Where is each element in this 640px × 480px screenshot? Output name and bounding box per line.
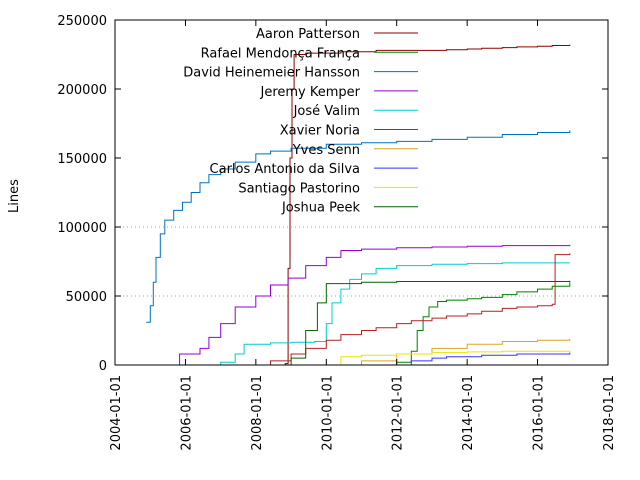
series-line-8: [376, 352, 571, 366]
x-tick-label: 2006-01-01: [179, 375, 194, 451]
plot-frame: [114, 19, 609, 366]
legend-label: David Heinemeier Hansson: [183, 66, 360, 81]
legend-label: Aaron Patterson: [256, 27, 360, 42]
y-tick-label: 0: [99, 359, 107, 374]
y-tick-label: 50000: [66, 290, 107, 305]
legend-label: Xavier Noria: [280, 124, 360, 139]
y-axis-title: Lines: [7, 179, 22, 213]
y-tick-label: 100000: [57, 221, 107, 236]
y-tick-label: 150000: [57, 152, 107, 167]
series-line-2: [376, 282, 571, 366]
x-tick-label: 2004-01-01: [109, 375, 124, 451]
series-line-3: [146, 130, 571, 323]
series-line-6: [255, 253, 571, 366]
legend-label: Jeremy Kemper: [259, 85, 360, 100]
legend-label: Yves Senn: [292, 143, 360, 158]
y-tick-label: 200000: [57, 83, 107, 98]
x-tick-label: 2018-01-01: [602, 375, 617, 451]
legend-label: Rafael Mendonça França: [201, 46, 360, 61]
legend-label: Joshua Peek: [281, 201, 361, 216]
series-line-7: [340, 338, 571, 366]
x-tick-label: 2014-01-01: [461, 375, 476, 451]
series-line-4: [173, 244, 571, 366]
series-lines: [146, 44, 571, 366]
legend: Aaron Patterson Rafael Mendonça França Dav…: [183, 27, 418, 216]
x-tick-label: 2010-01-01: [320, 375, 335, 451]
series-line-1: [270, 44, 571, 366]
x-tick-label: 2016-01-01: [532, 375, 547, 451]
series-line-10: [270, 280, 571, 366]
x-tick-label: 2012-01-01: [391, 375, 406, 451]
legend-label: Carlos Antonio da Silva: [210, 162, 360, 177]
series-line-9: [326, 350, 571, 366]
legend-label: José Valim: [293, 104, 360, 119]
series-line-5: [191, 262, 570, 366]
x-tick-label: 2008-01-01: [250, 375, 265, 451]
legend-label: Santiago Pastorino: [238, 181, 360, 196]
axis-ticks: 0 50000 100000 150000 200000 250000 2004-01-01…: [57, 14, 617, 451]
y-tick-label: 250000: [57, 14, 107, 29]
